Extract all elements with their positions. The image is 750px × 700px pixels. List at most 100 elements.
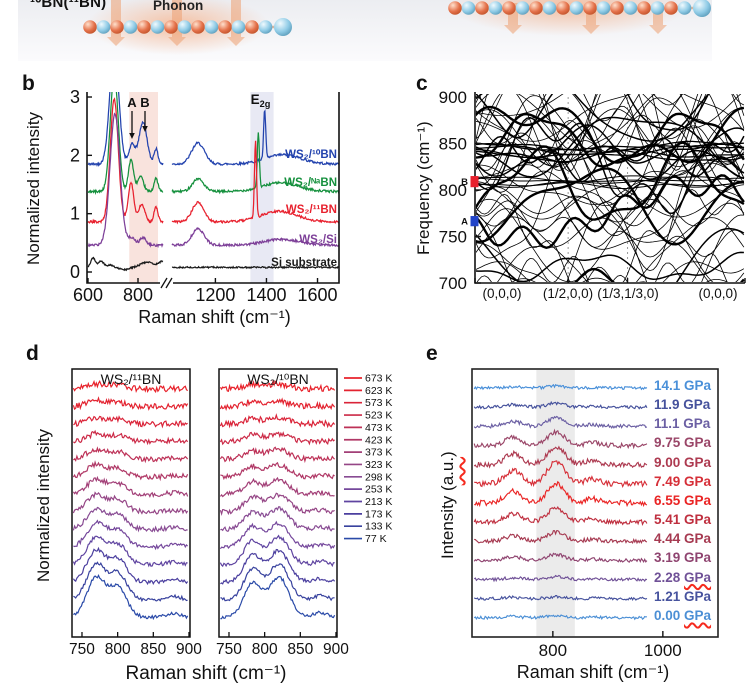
phonon-branch <box>476 140 744 151</box>
kpoint-label: (1/3,1/3,0) <box>597 286 659 301</box>
axis-marker-label: A <box>461 217 468 228</box>
tick-label: 800 <box>105 641 131 658</box>
tick-label: 900 <box>323 641 349 658</box>
pressure-curve <box>474 530 648 545</box>
axis-marker-label: B <box>461 177 468 188</box>
tick-label: 800 <box>539 641 567 660</box>
tick-label: 900 <box>176 641 202 658</box>
phonon-branch <box>476 251 744 282</box>
spectrum-curve <box>87 92 164 196</box>
tick-label: 750 <box>439 228 467 247</box>
spectrum-curve <box>87 97 164 225</box>
spectrum-curve <box>87 112 164 249</box>
tick-label: 850 <box>439 135 467 154</box>
pressure-curve <box>473 552 648 564</box>
tick-label: 3 <box>70 87 80 107</box>
temperature-curve <box>220 548 336 585</box>
pressure-label: 7.49 GPa <box>654 473 712 489</box>
curve-label: WS₂/¹⁰BN <box>285 148 337 161</box>
axis-break <box>160 277 173 289</box>
tick-label: 800 <box>123 285 153 305</box>
legend-item-label: 213 K <box>365 496 392 508</box>
spectrum-curve <box>87 92 164 167</box>
kpoint-label: (0,0,0) <box>482 286 521 301</box>
legend-item-label: 77 K <box>365 533 387 545</box>
phonon-branch <box>476 117 745 237</box>
phonon-branch <box>476 201 744 282</box>
pressure-curve <box>474 460 648 488</box>
legend-item-label: 523 K <box>365 410 392 422</box>
kpoint-label: (0,0,0) <box>698 286 737 301</box>
phonon-branch <box>476 170 745 227</box>
tick-label: 1600 <box>297 285 337 305</box>
pressure-label: 11.1 GPa <box>654 416 711 432</box>
phonon-branch <box>476 162 745 206</box>
y-axis-label-b: Normalized intensity <box>24 111 43 265</box>
temperature-curve <box>73 446 189 464</box>
subpanel-title: WS₂/¹⁰BN <box>247 371 309 387</box>
phonon-branch <box>476 200 745 258</box>
tick-label: 1 <box>70 204 80 224</box>
temperature-curve <box>220 476 335 498</box>
phonon-branch <box>476 143 745 154</box>
temperature-curve <box>73 561 188 603</box>
tick-label: 850 <box>140 641 166 658</box>
pressure-label: 1.21 GPa <box>654 588 712 604</box>
pressure-label: 6.55 GPa <box>654 492 712 508</box>
legend-item-label: 173 K <box>365 508 392 520</box>
tick-label: 850 <box>287 641 313 658</box>
phonon-branch <box>476 94 710 139</box>
phonon-branch <box>476 242 548 282</box>
phonon-branch <box>476 253 728 282</box>
phonon-branch <box>476 155 745 250</box>
phonon-branch <box>476 94 745 167</box>
isotope-label: ¹⁰BN(¹¹BN) <box>30 0 107 11</box>
kpoint-label: (1/2,0,0) <box>543 286 593 301</box>
phonon-branch <box>476 114 745 168</box>
panel-label-b: b <box>22 72 35 95</box>
tick-label: 800 <box>252 641 278 658</box>
phonon-branch <box>476 227 745 282</box>
temperature-curve <box>73 475 189 498</box>
phonon-branch <box>476 105 745 173</box>
panel-label-c: c <box>416 72 428 95</box>
raman-spectra-chart: 0 1 2 3 600 800 1200 1400 1600 A B E2g WS₂/¹⁰BN WS₂/ᴺ… <box>70 87 340 305</box>
phonon-branch <box>476 94 745 156</box>
spectrum-curve <box>171 109 339 167</box>
phonon-branch <box>476 94 745 122</box>
tick-label: 1200 <box>195 285 235 305</box>
phonon-branch <box>476 116 745 214</box>
phonon-branch <box>476 142 745 214</box>
phonon-branch <box>476 181 744 220</box>
tick-label: 750 <box>69 641 95 658</box>
pressure-curve <box>473 505 648 526</box>
temperature-curve <box>220 446 336 464</box>
shaded-band <box>536 370 575 636</box>
phonon-branch <box>476 167 745 246</box>
subpanel-title: WS₂/¹¹BN <box>101 371 162 387</box>
phonon-dispersion-chart: 700 750 800 850 900 (0,0,0) (1/2,0,0) (1/3,1/3,… <box>439 88 746 301</box>
shaded-band <box>129 92 158 283</box>
legend-item-label: 298 K <box>365 471 392 483</box>
phonon-branch <box>476 189 745 282</box>
pressure-curve <box>473 400 648 410</box>
phonon-branch <box>476 175 744 183</box>
phonon-branch <box>476 149 745 163</box>
axis-frame <box>218 368 338 638</box>
pressure-label: 4.44 GPa <box>654 531 712 547</box>
temperature-curve <box>220 506 335 532</box>
legend-item-label: 323 K <box>365 459 392 471</box>
phonon-branch <box>476 94 745 198</box>
temperature-curve <box>73 379 189 394</box>
legend-item-label: 423 K <box>365 434 392 446</box>
phonon-branch <box>511 278 729 282</box>
phonon-branch <box>476 198 745 282</box>
phonon-branch <box>574 267 745 282</box>
phonon-branch <box>476 94 632 142</box>
temperature-raman-chart: 750 800 850 900 WS₂/¹¹BN 750 800 850 900 WS₂/¹⁰BN… <box>69 368 392 658</box>
phonon-branch <box>476 112 745 168</box>
y-axis-label-d: Normalized intensity <box>34 428 53 582</box>
tick-label: 900 <box>439 88 467 107</box>
